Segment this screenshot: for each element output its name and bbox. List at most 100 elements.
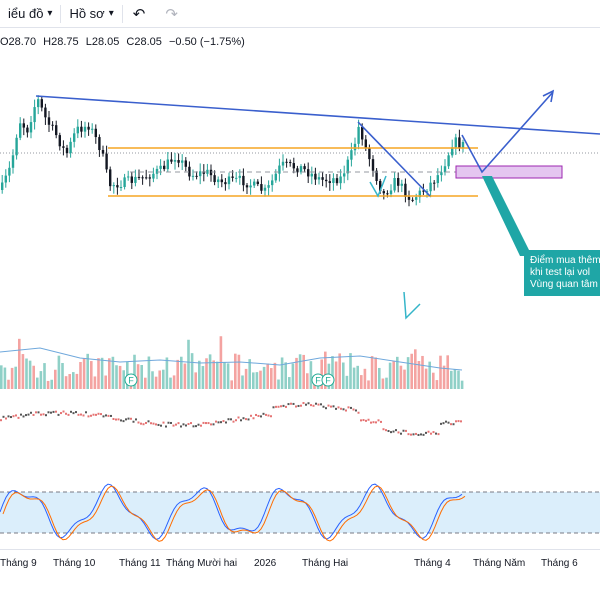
candle-body (119, 186, 123, 188)
volume-bar (205, 358, 208, 389)
volume-bar (352, 367, 356, 389)
volume-bar (172, 375, 176, 389)
indicator-dot (365, 419, 367, 422)
redo-icon[interactable]: ↷ (165, 5, 178, 23)
event-marker-circle (321, 373, 335, 387)
indicator-dot (142, 423, 145, 426)
volume-bar (187, 339, 190, 389)
candle-body (19, 123, 22, 138)
candle-body (429, 182, 432, 192)
indicator-dot (125, 418, 127, 421)
undo-icon[interactable]: ↶ (132, 5, 146, 23)
checkmark-icon (403, 291, 421, 320)
candle-body (393, 178, 396, 191)
volume-bar (68, 374, 71, 389)
candle-body (238, 175, 241, 178)
indicator-dot (440, 422, 442, 425)
volume-bar (61, 363, 64, 389)
volume-bar (248, 359, 251, 389)
candle-body (458, 137, 461, 148)
indicator-dot (345, 409, 347, 412)
volume-bar (154, 376, 158, 389)
volume-bar (435, 380, 439, 389)
indicator-dot (325, 407, 327, 410)
volume-bar (273, 362, 277, 389)
drawing-layer[interactable] (0, 89, 600, 550)
volume-bar (277, 379, 280, 389)
chart-type-button[interactable]: iểu đồ ▾ (0, 0, 60, 27)
indicator-dot (417, 433, 420, 436)
volume-bar (381, 378, 385, 389)
indicator-dot (352, 408, 355, 411)
candle-body (217, 179, 220, 183)
candle-body (361, 126, 364, 140)
time-label: Tháng Hai (302, 558, 349, 569)
close-value: C28.05 (126, 36, 162, 48)
indicator-dot (317, 403, 320, 406)
indicator-dot (207, 422, 210, 425)
indicator-dot (230, 418, 232, 421)
arrow-head-icon (542, 89, 555, 103)
volume-bar (75, 373, 79, 389)
axis-divider (0, 549, 600, 550)
indicator-dot (185, 424, 187, 427)
indicator-panel (0, 402, 462, 436)
candle-body (65, 147, 69, 154)
indicator-dot (437, 433, 440, 436)
indicator-dot (315, 402, 317, 405)
profile-button[interactable]: Hồ sơ ▾ (61, 0, 121, 27)
volume-bar (349, 353, 352, 389)
candle-body (299, 166, 303, 173)
volume-bar (460, 380, 464, 389)
indicator-dot (20, 413, 22, 416)
annotation-callout[interactable]: Điểm mua thêm khi test lại vol Vùng quan… (524, 250, 600, 296)
indicator-dot (377, 419, 380, 422)
volume-bar (90, 361, 93, 389)
volume-bar (255, 372, 259, 389)
candle-body (371, 159, 375, 171)
volume-bar (50, 379, 53, 389)
indicator-dot (435, 432, 437, 435)
indicator-dot (342, 408, 345, 411)
indicator-dot (42, 413, 45, 416)
volume-bar (144, 377, 147, 389)
indicator-dot (135, 418, 137, 421)
volume-bar (18, 338, 21, 389)
candle-body (177, 160, 180, 163)
volume-bar (237, 354, 241, 389)
indicator-dot (32, 413, 35, 416)
indicator-dot (175, 423, 177, 426)
volume-bar (97, 358, 100, 389)
volume-bar (158, 370, 161, 389)
volume-bar (104, 375, 107, 389)
volume-bar (136, 364, 140, 389)
indicator-dot (297, 404, 300, 407)
indicator-dot (372, 421, 375, 424)
indicator-dot (402, 429, 405, 432)
indicator-dot (355, 409, 357, 412)
indicator-dot (282, 404, 285, 407)
candle-body (425, 191, 429, 193)
indicator-dot (427, 430, 430, 433)
volume-bar (118, 365, 122, 389)
volume-bar (226, 363, 230, 389)
candle-body (137, 176, 141, 178)
indicator-dot (182, 423, 185, 426)
volume-bar (43, 363, 46, 389)
indicator-dot (95, 413, 97, 416)
volume-bar (21, 354, 25, 389)
volume-bar (442, 365, 446, 389)
volume-bar (270, 368, 273, 389)
candle-body (166, 159, 169, 170)
candle-body (116, 185, 119, 188)
volume-bar (111, 356, 115, 389)
volume-bar (432, 372, 435, 389)
candle-body (227, 176, 231, 185)
indicator-dot (145, 421, 147, 424)
indicator-dot (382, 428, 385, 431)
indicator-dot (122, 420, 125, 423)
volume-bar (183, 363, 187, 389)
indicator-dot (232, 420, 235, 423)
volume-bar (208, 354, 212, 389)
